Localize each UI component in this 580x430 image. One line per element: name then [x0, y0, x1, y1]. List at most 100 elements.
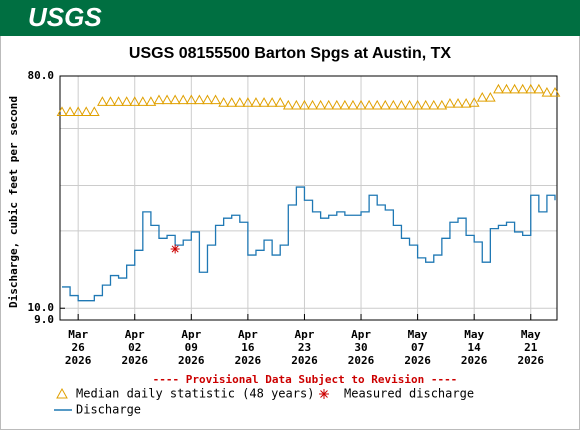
median-marker	[72, 106, 84, 117]
x-tick-label: 21	[524, 341, 538, 354]
median-marker	[64, 106, 76, 117]
median-marker	[460, 98, 472, 108]
x-tick-label: 2026	[65, 354, 92, 367]
median-marker	[549, 86, 561, 97]
median-marker	[315, 99, 326, 110]
median-marker	[153, 94, 165, 105]
median-marker	[161, 94, 173, 105]
median-marker	[210, 94, 221, 105]
median-marker	[250, 97, 262, 107]
y-axis-label: Discharge, cubic feet per second	[7, 96, 20, 308]
x-tick-label: 30	[354, 341, 367, 354]
median-marker	[56, 106, 68, 117]
median-marker	[299, 99, 310, 110]
median-marker	[323, 99, 335, 110]
median-marker	[88, 106, 100, 117]
y-tick-label: 10.0	[28, 301, 55, 314]
median-marker	[258, 97, 270, 107]
legend-label: Measured discharge	[344, 387, 474, 401]
median-marker	[266, 97, 278, 107]
header-band	[0, 0, 580, 36]
median-marker	[428, 99, 440, 110]
median-marker	[291, 99, 302, 110]
median-marker	[476, 91, 488, 102]
x-tick-label: 02	[128, 341, 141, 354]
median-marker	[484, 91, 496, 102]
median-marker	[234, 97, 246, 107]
x-tick-label: 16	[241, 341, 255, 354]
median-marker	[412, 99, 423, 110]
x-tick-label: Apr	[295, 328, 315, 341]
legend-symbol	[319, 389, 329, 399]
median-marker	[379, 99, 391, 110]
x-tick-label: 07	[411, 341, 424, 354]
median-marker	[355, 99, 367, 110]
median-marker	[404, 99, 415, 110]
logo: USGS	[28, 2, 102, 32]
median-marker	[517, 83, 529, 94]
median-marker	[177, 94, 189, 105]
x-tick-label: 2026	[235, 354, 262, 367]
x-tick-label: 2026	[178, 354, 205, 367]
x-tick-label: Apr	[181, 328, 201, 341]
legend-symbol	[56, 387, 68, 399]
annotation: ---- Provisional Data Subject to Revisio…	[153, 373, 458, 386]
x-tick-label: 2026	[518, 354, 545, 367]
legend-label: Median daily statistic (48 years)	[76, 387, 314, 401]
median-marker	[202, 94, 213, 105]
plot-frame	[59, 75, 558, 321]
x-tick-label: 09	[185, 341, 198, 354]
median-marker	[121, 96, 133, 106]
median-marker	[145, 96, 157, 106]
x-tick-label: Apr	[125, 328, 145, 341]
median-marker	[137, 96, 149, 106]
median-marker	[541, 86, 553, 97]
median-marker	[420, 99, 432, 110]
median-marker	[105, 96, 116, 106]
x-tick-label: 2026	[404, 354, 431, 367]
x-tick-label: 2026	[348, 354, 375, 367]
median-marker	[194, 94, 205, 105]
median-marker	[363, 99, 375, 110]
median-marker	[371, 99, 383, 110]
x-tick-label: 23	[298, 341, 311, 354]
median-marker	[113, 96, 124, 106]
x-tick-label: 14	[468, 341, 482, 354]
median-marker	[274, 97, 286, 107]
median-marker	[501, 83, 512, 94]
x-tick-label: May	[408, 328, 428, 341]
median-marker	[436, 99, 448, 110]
x-tick-label: Mar	[68, 328, 88, 341]
x-tick-label: 2026	[121, 354, 148, 367]
x-tick-label: May	[464, 328, 484, 341]
chart-title: USGS 08155500 Barton Spgs at Austin, TX	[129, 45, 452, 62]
x-tick-label: May	[521, 328, 541, 341]
median-marker	[242, 97, 254, 107]
median-marker	[347, 99, 359, 110]
x-tick-label: 2026	[461, 354, 488, 367]
median-marker	[331, 99, 343, 110]
median-marker	[282, 99, 294, 110]
measured-marker	[170, 244, 180, 254]
x-tick-label: 2026	[291, 354, 318, 367]
median-marker	[80, 106, 92, 117]
median-marker	[185, 94, 197, 105]
median-marker	[388, 99, 399, 110]
discharge-line	[62, 186, 556, 302]
median-marker	[468, 97, 480, 107]
median-marker	[226, 97, 238, 107]
median-marker	[129, 96, 141, 106]
median-marker	[218, 97, 229, 107]
median-marker	[533, 83, 545, 94]
y-tick-label: 80.0	[28, 69, 55, 82]
median-marker	[307, 99, 318, 110]
median-marker	[493, 83, 504, 94]
median-marker	[396, 99, 407, 110]
x-tick-label: Apr	[351, 328, 371, 341]
legend-label: Discharge	[76, 403, 141, 417]
x-tick-label: Apr	[238, 328, 258, 341]
median-marker	[97, 96, 108, 106]
median-marker	[525, 83, 537, 94]
